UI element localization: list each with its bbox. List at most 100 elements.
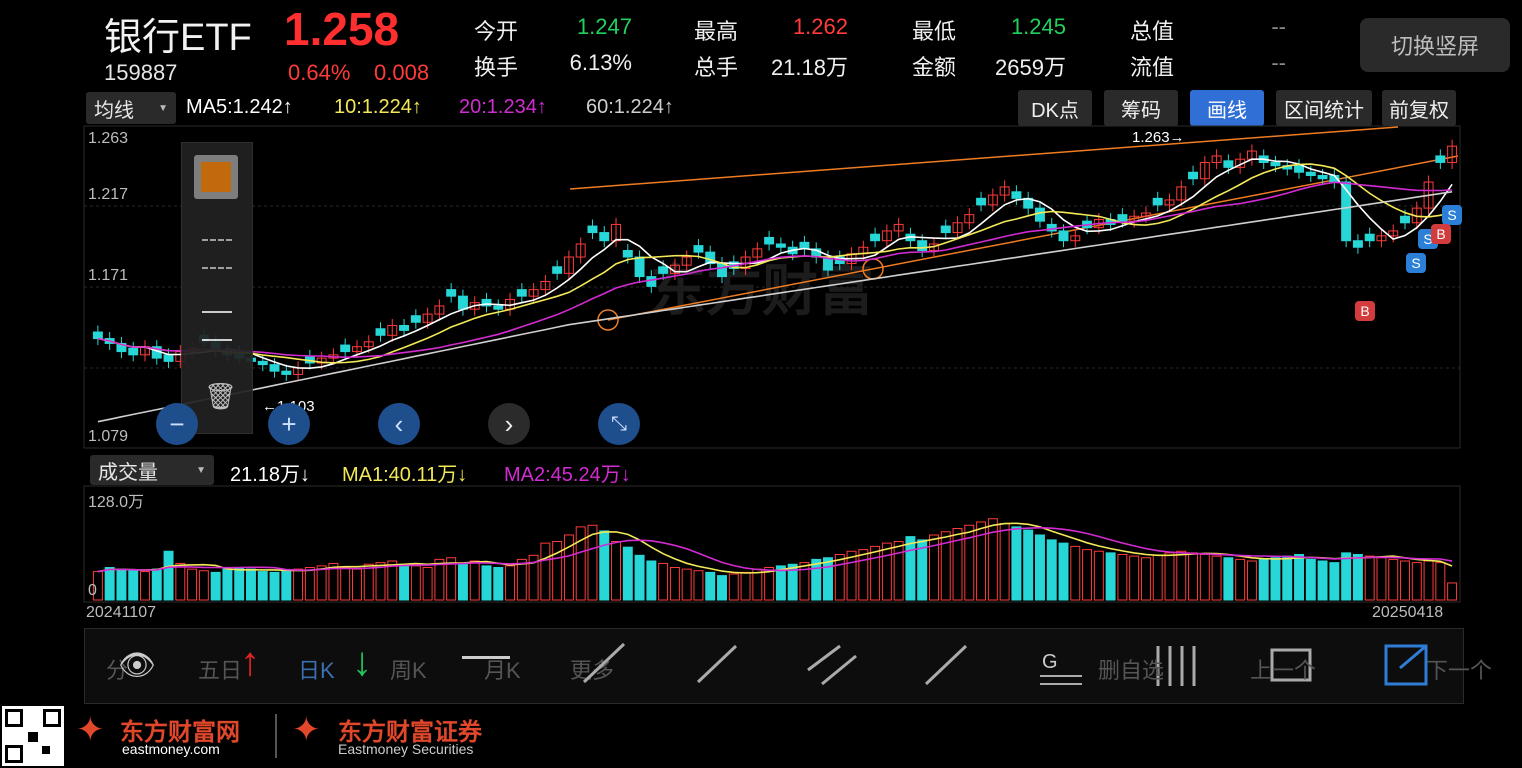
volume-bar [1305, 558, 1316, 601]
rectangle-icon[interactable] [1270, 648, 1312, 682]
period-5day[interactable]: 五日 [198, 658, 243, 683]
qr-code [2, 706, 64, 766]
period-minute[interactable]: 分 [106, 658, 129, 683]
ma60-line [97, 191, 1453, 423]
period-week[interactable]: 周K [390, 658, 427, 683]
quote-label: 金额 [912, 55, 957, 80]
period-day[interactable]: 日K [298, 658, 335, 683]
previous-button[interactable]: 上一个 [1250, 658, 1317, 683]
period-month[interactable]: 月K [484, 658, 521, 683]
quote-value: 1.245 [1010, 14, 1066, 39]
volume-y-zero: 0 [88, 582, 97, 599]
candle-body [1388, 230, 1399, 237]
volume-ma2: MA2:45.24万↓ [504, 464, 631, 486]
candle-body [493, 305, 504, 310]
arrow-down-icon[interactable]: ↓ [352, 640, 372, 684]
dk-point-button[interactable]: DK点 [1018, 90, 1092, 126]
buy-marker[interactable]: B [1431, 224, 1451, 244]
volume-bar [269, 571, 280, 601]
segment-line-icon[interactable] [696, 644, 738, 684]
volume-bar [493, 567, 504, 601]
candle-body [116, 342, 127, 353]
scroll-left-button[interactable]: ‹ [378, 403, 420, 445]
quote-label: 流值 [1130, 55, 1175, 80]
collapse-icon[interactable]: ⤡ [598, 403, 640, 445]
vertical-bars-icon[interactable] [1156, 646, 1196, 686]
candle-body [658, 266, 669, 274]
zoom-in-button[interactable]: + [268, 403, 310, 445]
volume-bar [1211, 555, 1222, 601]
volume-bar [304, 567, 315, 601]
arrow-line-icon[interactable] [924, 644, 968, 686]
volume-bar [1435, 562, 1446, 601]
scroll-right-button[interactable]: › [488, 403, 530, 445]
quote-value: 1.262 [792, 14, 848, 39]
candle-body [870, 233, 881, 242]
arrow-up-icon[interactable]: ↑ [240, 640, 260, 684]
high-marker: 1.263→ [1132, 129, 1185, 146]
draw-line-button[interactable]: 画线 [1190, 90, 1264, 126]
parallel-line-icon[interactable] [807, 644, 841, 672]
color-swatch-button[interactable] [194, 155, 238, 199]
volume-bar [681, 568, 692, 601]
volume-bar [1034, 534, 1045, 601]
quote-label: 换手 [474, 55, 519, 80]
switch-portrait-button[interactable]: 切换竖屏 [1360, 18, 1510, 72]
chip-button[interactable]: 筹码 [1104, 90, 1178, 126]
candle-body [128, 347, 139, 356]
last-price: 1.258 [284, 3, 400, 55]
candle-body [940, 225, 951, 234]
candle-body [92, 331, 103, 340]
volume-bar [599, 530, 610, 601]
golden-ratio-icon[interactable]: G [1042, 651, 1058, 673]
candle-body [540, 280, 551, 291]
candle-body [1435, 155, 1446, 163]
candle-body [987, 194, 998, 206]
quote-label: 总手 [694, 55, 739, 80]
candle-body [575, 243, 586, 258]
candle-body [410, 315, 421, 323]
sell-marker[interactable]: S [1406, 253, 1426, 273]
eye-icon[interactable]: 👁 [118, 649, 157, 682]
candle-body [1164, 199, 1175, 206]
change-amount: 0.008 [374, 60, 430, 85]
zoom-out-button[interactable]: − [156, 403, 198, 445]
candle-body [1223, 160, 1234, 168]
volume-bar [140, 571, 150, 601]
quote-value: -- [1271, 50, 1286, 75]
volume-bar [775, 565, 786, 601]
volume-bar [1329, 562, 1340, 601]
volume-bar [1294, 554, 1305, 601]
ray-line-icon[interactable] [582, 642, 626, 684]
change-percent: 0.64% [288, 60, 351, 85]
forward-adjust-button[interactable]: 前复权 [1382, 90, 1456, 126]
volume-bar [128, 570, 139, 601]
volume-bar [516, 558, 527, 601]
candle-body [1188, 171, 1199, 180]
volume-bar [1411, 562, 1422, 601]
volume-bar [846, 550, 857, 601]
candle-body [1046, 223, 1057, 232]
volume-bar [1352, 554, 1363, 601]
line-width-icon[interactable] [202, 311, 232, 341]
volume-bar [363, 563, 374, 601]
volume-dropdown[interactable]: 成交量 ▼ [90, 455, 214, 485]
delete-watchlist-button[interactable]: 删自选 [1098, 658, 1165, 683]
volume-bar [422, 567, 433, 601]
sell-marker[interactable]: S [1442, 205, 1462, 225]
volume-bar [1270, 557, 1281, 601]
line-style-icon[interactable] [202, 239, 232, 269]
volume-bar [505, 565, 516, 601]
next-button[interactable]: 下一个 [1426, 658, 1493, 683]
buy-marker[interactable]: B [1355, 301, 1375, 321]
volume-bar [834, 554, 845, 601]
horizontal-line-icon[interactable] [462, 656, 510, 659]
volume-bar [728, 573, 739, 601]
share-icon[interactable] [1384, 644, 1428, 686]
ma-dropdown[interactable]: 均线 ▼ [86, 92, 176, 124]
volume-bar [434, 558, 445, 601]
range-stats-button[interactable]: 区间统计 [1276, 90, 1372, 126]
volume-bar [1388, 558, 1399, 601]
volume-bar [587, 524, 598, 601]
